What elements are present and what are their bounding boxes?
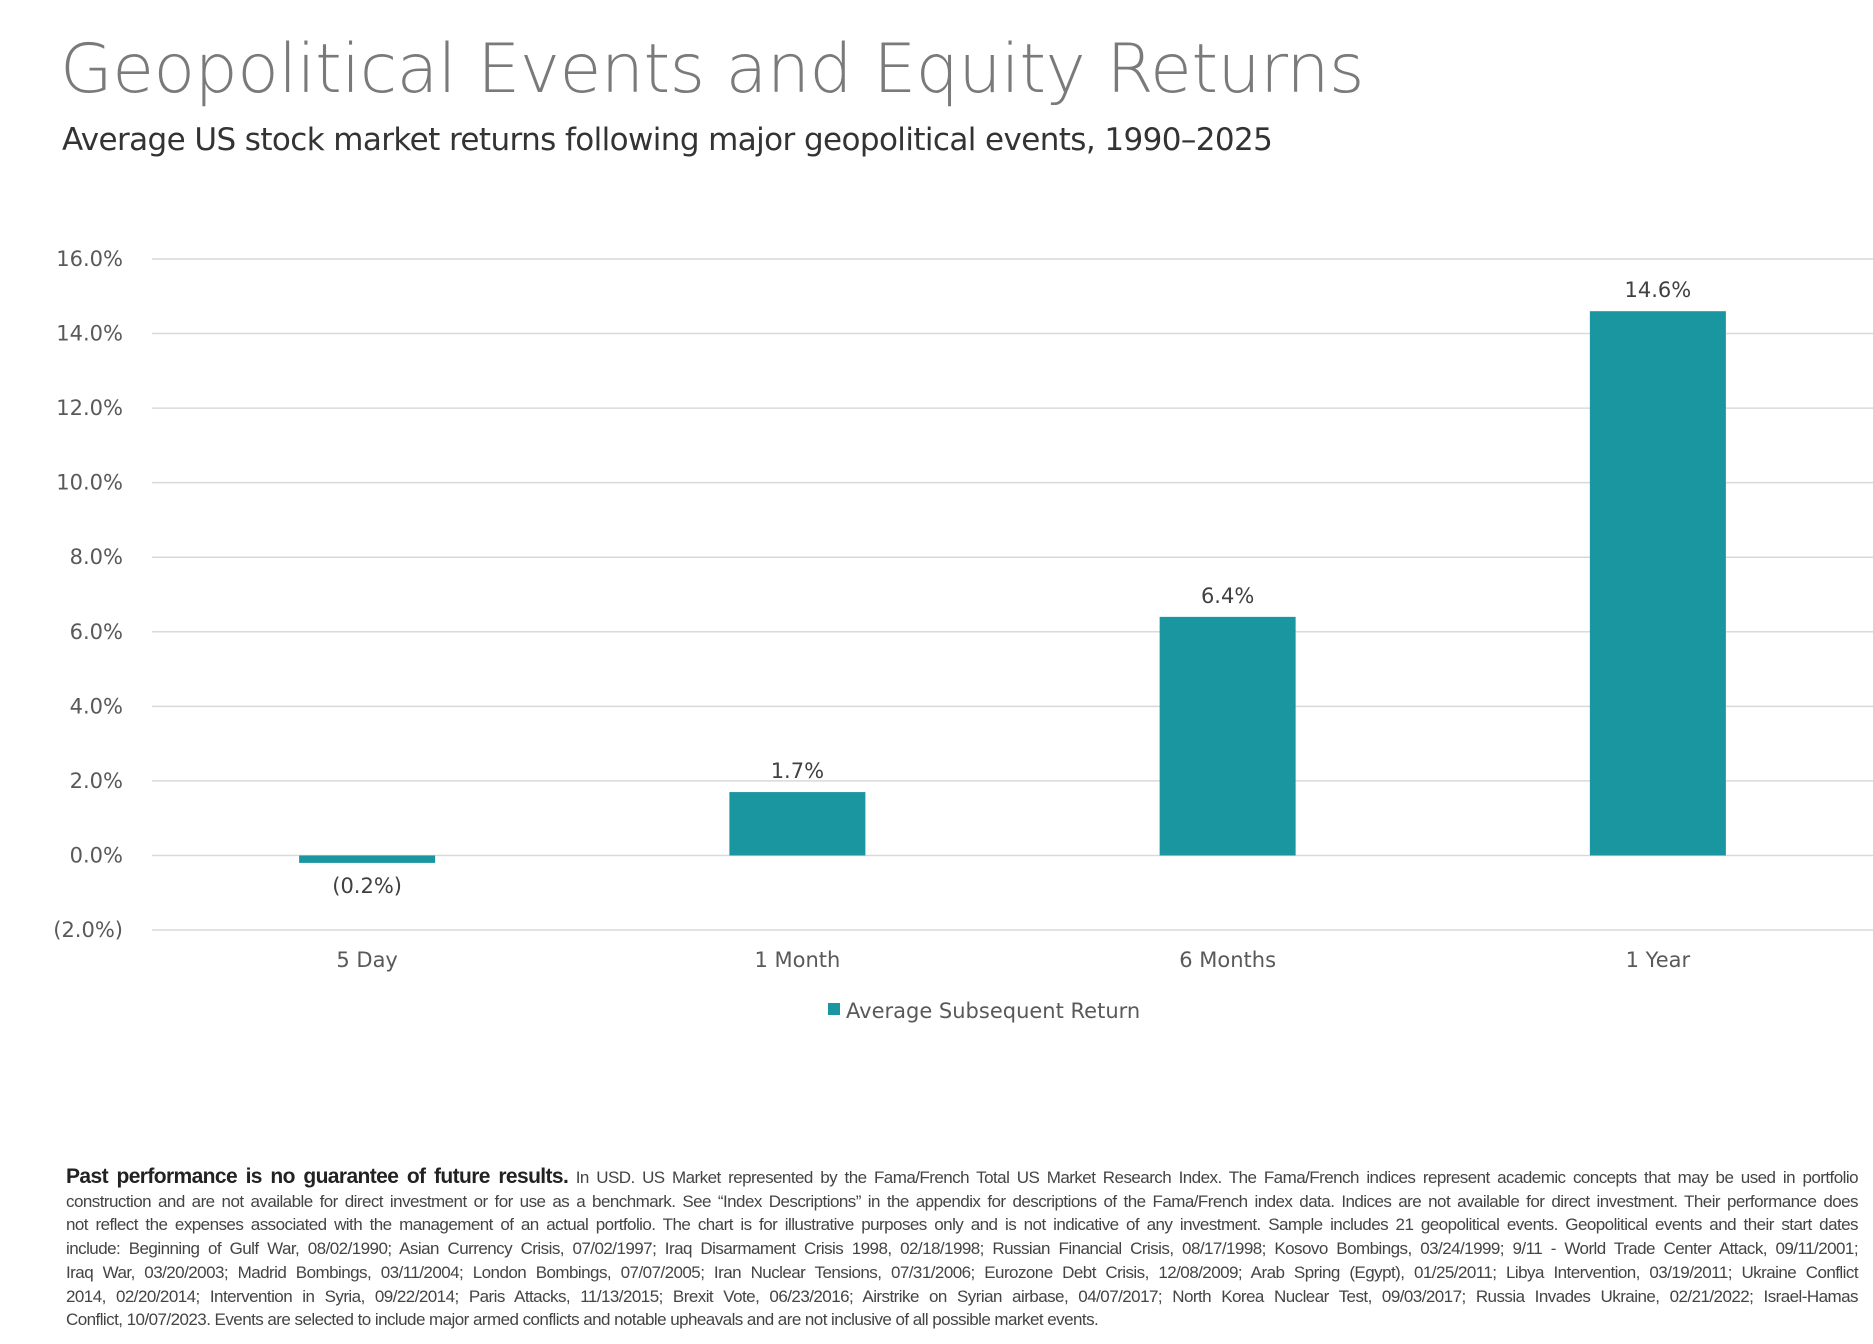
bar-chart: 16.0% 14.0% 12.0% 10.0% 8.0% 6.0% 4.0% 2.0% 0.0%…: [53, 247, 1873, 1023]
footnote: Past performance is no guarantee of futu…: [66, 1165, 1859, 1332]
data-label: (0.2%): [332, 874, 402, 898]
data-label: 1.7%: [771, 759, 824, 783]
y-tick-label: 4.0%: [70, 694, 123, 718]
footnote-line-0: Past performance is no guarantee of futu…: [66, 1165, 1859, 1188]
bar-1-month: [729, 792, 866, 856]
y-tick-label: 14.0%: [56, 322, 123, 346]
footnote-line-5: 2014, 02/20/2014; Intervention in Syria,…: [66, 1286, 1859, 1306]
y-tick-label: 2.0%: [70, 769, 123, 793]
footnote-line-6: Conflict, 10/07/2023. Events are selecte…: [66, 1310, 1099, 1330]
footnote-line-3: include: Beginning of Gulf War, 08/02/19…: [66, 1239, 1859, 1259]
footnote-disclaimer: Past performance is no guarantee of futu…: [66, 1165, 569, 1188]
x-tick-label: 1 Year: [1626, 948, 1691, 972]
legend-swatch: [828, 1003, 840, 1015]
footnote-line-2: not reflect the expenses associated with…: [66, 1215, 1859, 1235]
y-tick-label: 16.0%: [56, 247, 123, 271]
bar-6-months: [1159, 616, 1296, 856]
x-tick-label: 1 Month: [754, 948, 840, 972]
y-tick-label: 0.0%: [70, 843, 123, 867]
x-tick-label: 6 Months: [1179, 948, 1276, 972]
bar-1-year: [1589, 311, 1726, 856]
bar-5-day: [299, 855, 436, 863]
chart-subtitle: Average US stock market returns followin…: [62, 122, 1273, 158]
legend-label: Average Subsequent Return: [846, 999, 1140, 1023]
x-tick-label: 5 Day: [336, 948, 398, 972]
y-tick-label: (2.0%): [53, 918, 123, 942]
data-label: 14.6%: [1625, 278, 1692, 302]
y-tick-label: 6.0%: [70, 620, 123, 644]
chart-title: Geopolitical Events and Equity Returns: [60, 30, 1364, 109]
footnote-line-1: construction and are not available for d…: [66, 1191, 1859, 1211]
y-tick-label: 8.0%: [70, 545, 123, 569]
y-tick-label: 10.0%: [56, 471, 123, 495]
data-label: 6.4%: [1201, 584, 1254, 608]
footnote-line-4: Iraq War, 03/20/2003; Madrid Bombings, 0…: [66, 1262, 1859, 1282]
y-tick-label: 12.0%: [56, 396, 123, 420]
